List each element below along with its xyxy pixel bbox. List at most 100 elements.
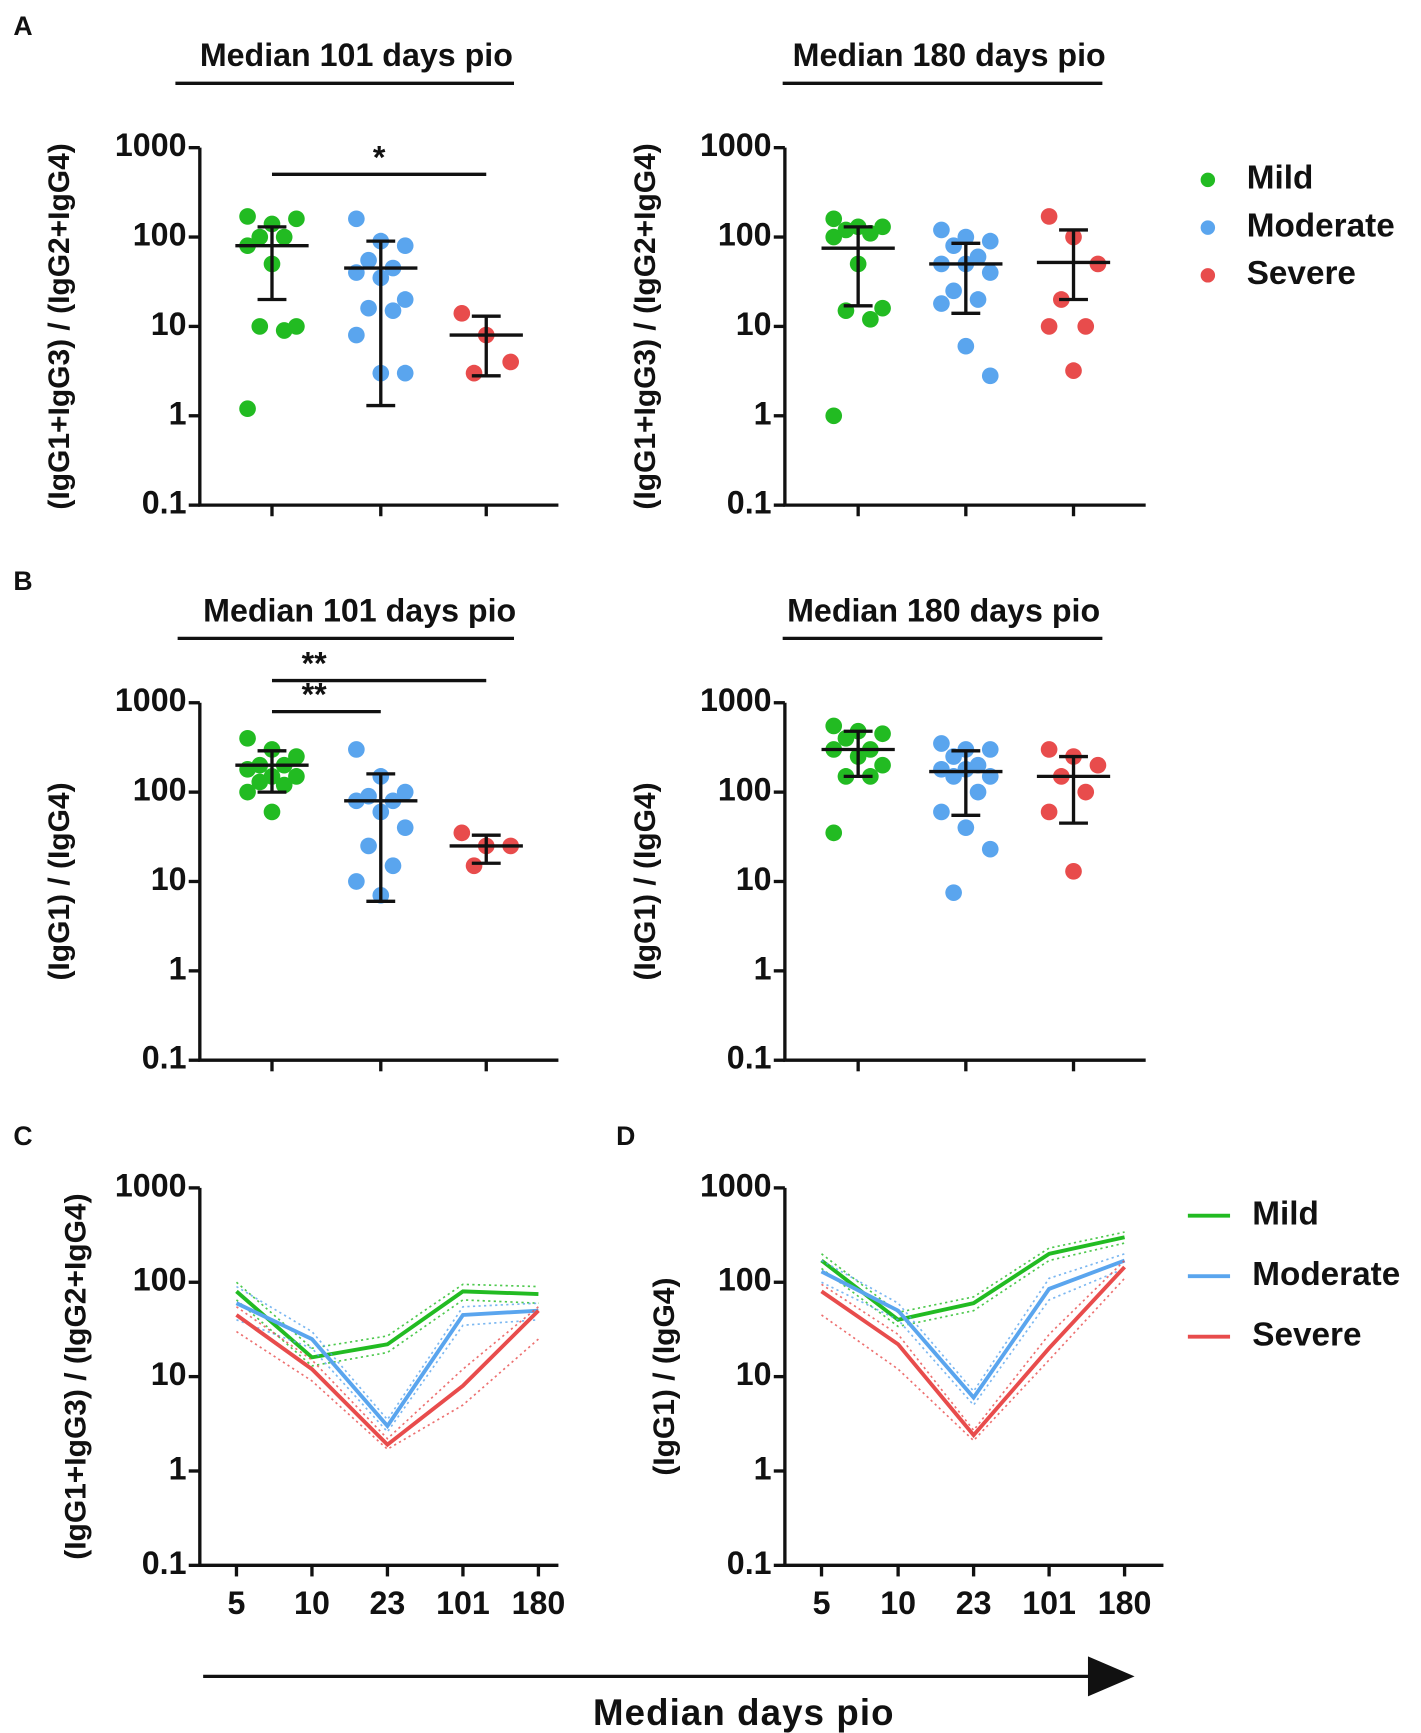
point	[275, 322, 293, 339]
point	[275, 228, 293, 246]
y-tick-label: 100	[133, 1262, 187, 1298]
band-line	[821, 1267, 1125, 1407]
point	[348, 210, 365, 228]
point	[1065, 362, 1082, 379]
point	[384, 302, 402, 319]
axes	[783, 1187, 1164, 1568]
y-tick-label: 0.1	[727, 1040, 772, 1076]
point	[825, 717, 843, 735]
error-bar	[1059, 754, 1088, 825]
error-bar	[257, 225, 287, 302]
point	[360, 299, 377, 317]
axes	[198, 1187, 559, 1568]
point	[239, 760, 256, 778]
point	[396, 364, 414, 382]
significance-label: **	[302, 677, 328, 713]
point	[981, 264, 999, 281]
y-axis-label: (IgG1) / (IgG4)	[43, 782, 76, 980]
point	[251, 773, 269, 791]
legend-marker	[1200, 172, 1216, 188]
point	[396, 291, 414, 308]
y-axis-label: (IgG1+IgG3) / (IgG2+IgG4)	[629, 143, 662, 509]
point	[288, 210, 305, 228]
band-line	[821, 1231, 1125, 1314]
x-tick-label: 180	[512, 1585, 566, 1621]
series-line	[235, 1301, 539, 1430]
point	[384, 857, 402, 875]
y-tick-label: 1	[169, 1450, 187, 1486]
legend-marker	[1200, 268, 1216, 283]
point	[239, 729, 256, 747]
chart-title: Median 101 days pio	[203, 592, 516, 628]
point	[933, 803, 950, 821]
point	[288, 768, 305, 785]
x-tick-label: 23	[370, 1585, 406, 1621]
footer-label: Median days pio	[593, 1692, 895, 1733]
point	[251, 318, 269, 335]
error-bar	[471, 314, 501, 378]
chart-title: Median 180 days pio	[787, 592, 1100, 628]
point	[957, 337, 975, 355]
error-bar	[843, 729, 873, 779]
y-axis-label: (IgG1+IgG3) / (IgG2+IgG4)	[60, 1193, 93, 1559]
point	[825, 824, 843, 842]
y-tick-label: 0.1	[142, 485, 187, 521]
point	[396, 783, 414, 801]
point	[396, 237, 414, 255]
band-line	[821, 1242, 1125, 1328]
legend-label: Moderate	[1252, 1256, 1400, 1293]
y-tick-label: 100	[718, 772, 772, 808]
y-tick-label: 100	[718, 217, 772, 253]
point	[969, 291, 987, 308]
error-bar	[951, 241, 981, 316]
y-tick-label: 100	[133, 217, 187, 253]
x-tick-label: 5	[813, 1585, 831, 1621]
band-line	[236, 1330, 539, 1451]
point	[933, 295, 950, 312]
point	[239, 783, 256, 801]
y-axis-label: (IgG1) / (IgG4)	[629, 782, 662, 980]
y-tick-label: 10	[736, 1356, 772, 1392]
point	[288, 748, 305, 765]
y-tick-label: 0.1	[142, 1545, 187, 1581]
point	[933, 221, 950, 239]
point	[981, 741, 999, 758]
point	[251, 228, 269, 246]
point	[1040, 741, 1058, 758]
chart-title: Median 180 days pio	[793, 37, 1106, 73]
band-line	[235, 1299, 539, 1367]
band-line	[236, 1318, 539, 1434]
y-tick-label: 1000	[115, 682, 187, 718]
legend-label: Severe	[1252, 1316, 1361, 1353]
point	[981, 840, 999, 858]
y-tick-label: 0.1	[727, 485, 772, 521]
point	[874, 756, 891, 774]
point	[360, 837, 377, 855]
panel-label: D	[616, 1121, 635, 1151]
y-tick-label: 100	[133, 772, 187, 808]
point	[263, 803, 281, 821]
y-tick-label: 10	[151, 1356, 187, 1392]
point	[348, 741, 365, 758]
y-tick-label: 10	[151, 306, 187, 342]
x-tick-label: 10	[880, 1585, 916, 1621]
point	[933, 760, 950, 778]
point	[1077, 318, 1095, 335]
x-tick-label: 101	[1022, 1585, 1076, 1621]
y-tick-label: 1	[754, 950, 772, 986]
legend-label: Mild	[1252, 1195, 1319, 1232]
point	[981, 232, 999, 250]
point	[465, 857, 483, 875]
x-tick-label: 10	[294, 1585, 330, 1621]
point	[348, 326, 365, 344]
point	[396, 819, 414, 837]
point	[874, 725, 891, 743]
point	[957, 228, 975, 246]
y-axis-label: (IgG1) / (IgG4)	[648, 1278, 681, 1476]
point	[1040, 803, 1058, 821]
y-tick-label: 1000	[700, 682, 772, 718]
point	[945, 237, 962, 255]
error-bar	[1059, 228, 1088, 302]
y-tick-label: 1000	[115, 127, 187, 163]
